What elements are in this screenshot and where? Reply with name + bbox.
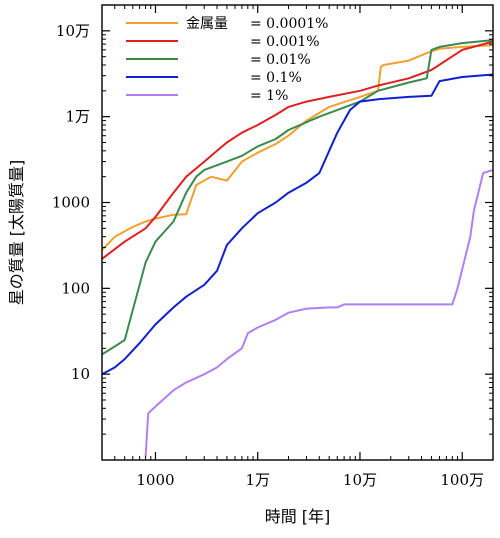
y-axis-label: 星の質量 [太陽質量] <box>7 160 26 306</box>
x-tick-label: 1000 <box>136 471 174 489</box>
legend-entry-3: = 0.01% <box>250 52 311 68</box>
plot-frame <box>101 4 494 461</box>
series-line-4 <box>102 73 493 376</box>
y-tick-label: 10万 <box>56 22 90 40</box>
legend: = 0.0001% = 0.001% = 0.01% = 0.1% = 1% 金属量 <box>126 16 328 104</box>
series-line-2 <box>102 40 493 260</box>
legend-entry-2: = 0.001% <box>250 34 320 50</box>
x-tick-label: 1万 <box>245 471 270 489</box>
legend-entry-5: = 1% <box>250 88 288 104</box>
legend-title: 金属量 <box>186 16 228 32</box>
x-tick-label: 100万 <box>440 471 484 489</box>
plot-lines <box>102 39 493 457</box>
y-tick-label: 1000 <box>52 194 90 212</box>
legend-entry-1: = 0.0001% <box>250 16 328 32</box>
y-tick-label: 10 <box>71 365 90 383</box>
x-tick-label: 10万 <box>343 471 377 489</box>
y-tick-label: 1万 <box>65 108 90 126</box>
x-axis-label: 時間 [年] <box>265 507 331 526</box>
y-tick-label: 100 <box>61 279 90 297</box>
series-line-3 <box>102 39 493 356</box>
series-line-1 <box>102 44 493 251</box>
series-line-5 <box>144 168 493 457</box>
legend-entry-4: = 0.1% <box>250 70 302 86</box>
